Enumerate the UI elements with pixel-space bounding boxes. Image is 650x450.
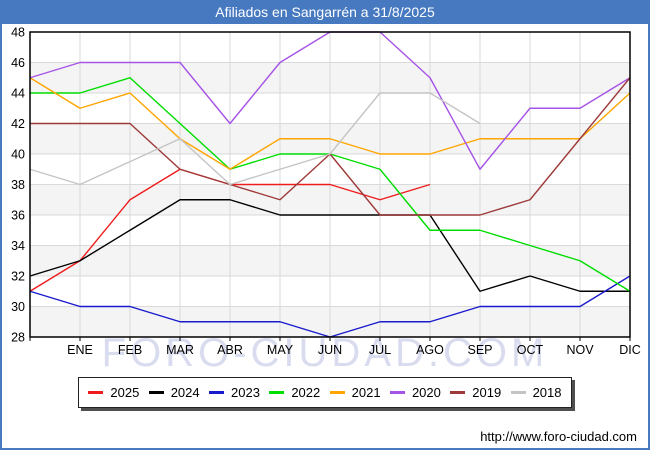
x-axis-label: MAR	[166, 343, 194, 357]
legend-item-2022: 2022	[269, 385, 320, 400]
legend-label: 2025	[110, 385, 140, 400]
legend-swatch-2024	[148, 391, 164, 394]
legend-item-2025: 2025	[88, 385, 139, 400]
legend-swatch-2022	[269, 391, 285, 394]
y-axis-label: 32	[11, 270, 25, 284]
y-axis-label: 44	[11, 87, 25, 101]
y-axis-label: 48	[11, 26, 25, 40]
y-axis-label: 40	[11, 148, 25, 162]
legend-label: 2020	[411, 385, 441, 400]
series-line-2021	[29, 77, 631, 170]
x-axis-label: JUL	[369, 343, 391, 357]
legend-item-2024: 2024	[148, 385, 200, 400]
y-axis-label: 34	[11, 239, 25, 253]
legend-label: 2019	[472, 385, 502, 400]
x-axis-label: ENE	[67, 343, 93, 357]
legend-item-2019: 2019	[450, 385, 501, 400]
x-axis-label: OCT	[517, 343, 544, 357]
legend-label: 2023	[231, 385, 260, 400]
x-axis-label: DIC	[619, 343, 641, 357]
x-axis-label: MAY	[267, 343, 294, 357]
legend-swatch-2018	[510, 391, 526, 394]
series-line-2024	[29, 199, 630, 292]
y-axis-label: 30	[11, 300, 25, 314]
legend-swatch-2025	[88, 391, 104, 394]
y-axis-label: 36	[11, 209, 25, 223]
legend-item-2018: 2018	[510, 385, 562, 400]
watermark-text: FORO-CIUDAD.COM	[101, 331, 549, 375]
legend-label: 2024	[170, 385, 200, 400]
legend-box: 2025 2024 2023 2022 2021 2020 2019 2018	[78, 377, 572, 408]
x-axis-label: FEB	[118, 343, 142, 357]
x-axis-label: ABR	[217, 343, 243, 357]
legend-label: 2021	[351, 385, 381, 400]
legend-swatch-2023	[209, 391, 225, 394]
legend-label: 2018	[532, 385, 562, 400]
y-axis-label: 38	[11, 178, 25, 192]
x-axis-label: JUN	[318, 343, 342, 357]
y-axis-label: 46	[11, 56, 25, 70]
legend-item-2021: 2021	[329, 385, 381, 400]
series-line-2018	[29, 92, 481, 186]
legend-item-2023: 2023	[209, 385, 260, 400]
chart-title-bar: Afiliados en Sangarrén a 31/8/2025	[0, 0, 650, 24]
legend-swatch-2019	[450, 391, 466, 394]
x-axis-label: SEP	[467, 343, 492, 357]
x-axis-label: NOV	[566, 343, 594, 357]
legend-label: 2022	[291, 385, 321, 400]
chart-title: Afiliados en Sangarrén a 31/8/2025	[215, 4, 435, 20]
legend-item-2020: 2020	[389, 385, 441, 400]
legend-swatch-2021	[329, 391, 345, 394]
y-axis-label: 42	[11, 117, 25, 131]
y-axis-label: 28	[11, 331, 25, 345]
footer-url-text: http://www.foro-ciudad.com	[480, 429, 637, 444]
legend-swatch-2020	[389, 391, 405, 394]
x-axis-label: AGO	[416, 343, 444, 357]
